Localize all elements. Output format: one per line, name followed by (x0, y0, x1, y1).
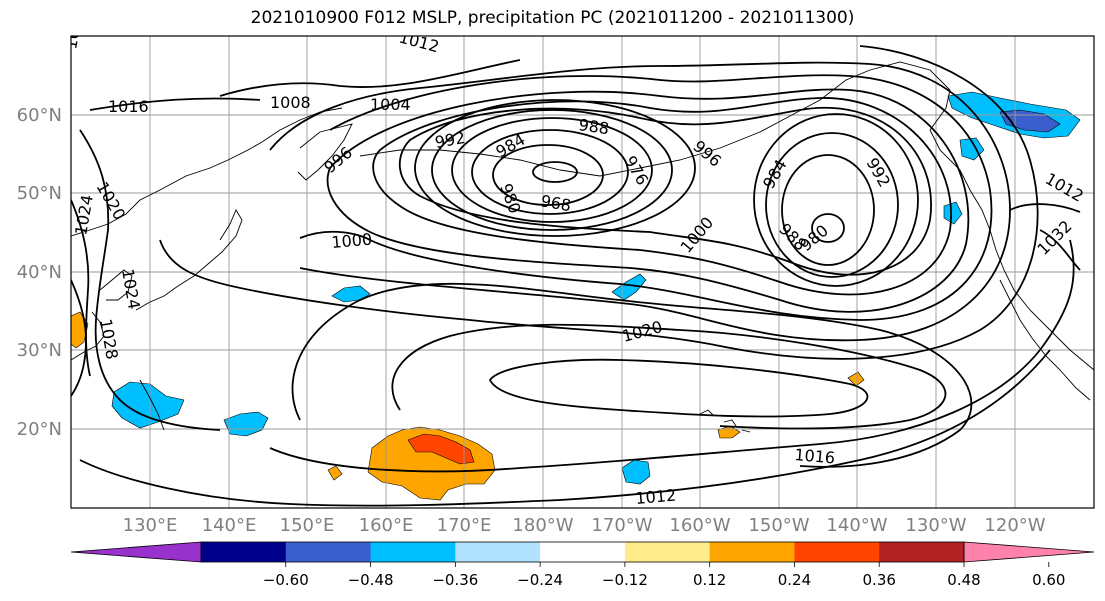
isobar-1024-cell (488, 358, 869, 418)
isobar-992 (372, 97, 952, 296)
isobar-1016-outer (89, 97, 1075, 473)
coast-kamchatka (297, 123, 353, 181)
coast-japan (135, 209, 243, 311)
isobars (71, 45, 1081, 507)
colorbar-outline (200, 541, 965, 563)
lon-label-160e: 160°E (359, 515, 414, 536)
isobar-east-low-988 (753, 113, 919, 287)
colorbar-swatch (879, 542, 965, 562)
coast-asia (71, 107, 343, 237)
lon-label-180w: 180°W (512, 515, 573, 536)
lon-label-150e: 150°E (280, 515, 335, 536)
isobar-label-1004: 1004 (370, 95, 411, 114)
colorbar-swatch (794, 542, 880, 562)
precip-negative-coast (943, 201, 963, 225)
isobar-west-low-968 (492, 144, 604, 206)
precip-positive-pacific-south (367, 426, 496, 501)
coast-alaska (759, 61, 1094, 371)
precip-negative-sw-pacific (223, 411, 269, 437)
coast-hawaii (699, 409, 751, 433)
colorbar-swatch (370, 542, 456, 562)
lat-label-30n: 30°N (17, 340, 62, 361)
isobar-988 (398, 106, 932, 276)
lat-label-60n: 60°N (17, 105, 62, 126)
isobar-996 (326, 88, 970, 313)
lon-label-120w: 120°W (984, 515, 1045, 536)
colorbar-swatch (285, 542, 372, 562)
map-frame (70, 35, 1095, 509)
lon-label-130w: 130°W (905, 515, 966, 536)
isobar-label-988-west: 988 (577, 115, 610, 138)
colorbar-extend-high (963, 541, 1095, 563)
precip-strong-pacific-south (407, 433, 475, 465)
isobar-west-low-984 (414, 99, 696, 237)
colorbar-extend-low (70, 541, 202, 563)
lon-label-170e: 170°E (437, 515, 492, 536)
colorbar-tick-label: −0.12 (602, 571, 648, 589)
colorbar-swatch (709, 542, 795, 562)
lat-label-20n: 20°N (17, 419, 62, 440)
colorbar-tick-label: 0.36 (863, 571, 896, 589)
isobar-west-low-964 (532, 161, 578, 183)
precip-negative-kuril (331, 285, 371, 303)
isobar-1008 (219, 45, 1039, 360)
colorbar: −0.60 −0.48 −0.36 −0.24 −0.12 0.12 0.24 0.36 0.4… (70, 541, 1095, 589)
isobar-east-low-inner (811, 213, 845, 243)
colorbar-tick-label: 0.48 (947, 571, 980, 589)
lon-label-150w: 150°W (748, 515, 809, 536)
colorbar-tick-label: 0.12 (693, 571, 726, 589)
lon-label-130e: 130°E (123, 515, 178, 536)
isobar-label-1016-south: 1016 (794, 445, 836, 467)
isobar-1012 (79, 239, 1051, 507)
lon-label-140w: 140°W (826, 515, 887, 536)
colorbar-tick-label: 0.24 (778, 571, 811, 589)
isobar-east-low-980 (781, 154, 875, 266)
latitude-labels: 60°N 50°N 40°N 30°N 20°N (17, 105, 62, 440)
colorbar-swatch (624, 542, 711, 562)
lat-label-40n: 40°N (17, 262, 62, 283)
lat-label-50n: 50°N (17, 183, 62, 204)
isobar-1000 (299, 74, 993, 321)
longitude-labels: 130°E 140°E 150°E 160°E 170°E 180°W 170°… (123, 515, 1046, 536)
precip-negative-philippines (111, 381, 185, 429)
precip-positive-hawaii-east (847, 371, 865, 387)
isobar-1016-south (291, 282, 973, 468)
lon-label-160w: 160°W (669, 515, 730, 536)
isobar-west-low-972 (471, 129, 629, 215)
lon-label-140e: 140°E (202, 515, 257, 536)
isobar-label-1000-west: 1000 (331, 230, 373, 252)
colorbar-swatch (455, 542, 541, 562)
colorbar-swatch (201, 542, 287, 562)
colorbar-swatch (540, 542, 626, 562)
map-title: 2021010900 F012 MSLP, precipitation PC (… (250, 8, 855, 28)
isobar-1020-south (391, 323, 947, 430)
isobar-label-1012-south: 1012 (635, 486, 677, 508)
isobar-1024-west (71, 199, 91, 377)
isobar-1020-west (79, 129, 221, 431)
colorbar-tick-label: −0.48 (348, 571, 394, 589)
lon-label-170w: 170°W (591, 515, 652, 536)
coast-china (71, 311, 105, 361)
colorbar-tick-label: −0.60 (263, 571, 309, 589)
coast-us-west (999, 279, 1091, 401)
coast-korea (99, 269, 133, 301)
isobar-1032-east (1009, 203, 1081, 271)
isobar-west-low-976 (451, 117, 653, 223)
isobar-label-1008: 1008 (270, 93, 311, 112)
colorbar-tick-label: −0.24 (517, 571, 563, 589)
isobar-west-low-980 (431, 109, 673, 231)
isobar-label-1016-nw: 1016 (108, 97, 149, 116)
isobar-1028-west (71, 279, 87, 397)
colorbar-tick-label: 0.60 (1032, 571, 1065, 589)
colorbar-tick-label: −0.36 (432, 571, 478, 589)
precip-positive-small (327, 465, 343, 481)
isobar-east-low-984 (765, 132, 899, 278)
isobar-1004 (269, 61, 1011, 342)
